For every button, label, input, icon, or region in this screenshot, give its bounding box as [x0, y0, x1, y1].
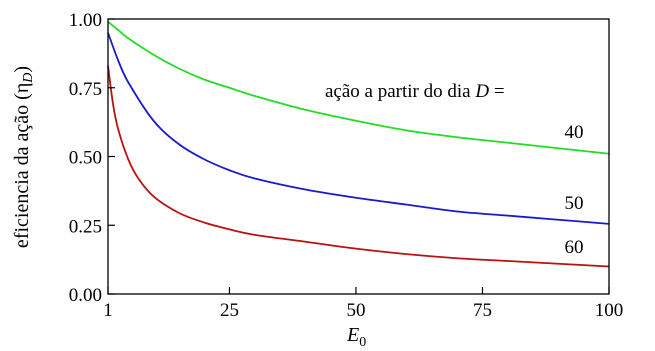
annotation-var: D	[474, 81, 489, 102]
annotation-label: ação a partir do dia D =	[325, 81, 505, 102]
plot-series	[107, 21, 610, 268]
y-tick-label: 0.25	[69, 216, 102, 237]
x-axis-title-sub: 0	[359, 335, 366, 350]
y-axis-title-close: )	[11, 66, 33, 73]
y-axis-title: eficiencia da ação (ηD)	[11, 66, 36, 248]
plot-frame	[107, 18, 610, 295]
series-label-60: 60	[565, 237, 584, 258]
series-line-40	[107, 21, 610, 155]
y-axis-title-main: eficiencia da ação (η	[11, 83, 33, 248]
series-labels: 40 50 60	[565, 122, 584, 258]
x-tick-label: 25	[220, 300, 239, 321]
series-label-50: 50	[565, 193, 584, 214]
annotation-suffix: =	[489, 81, 504, 102]
series-line-60	[107, 65, 610, 268]
y-axis-title-sub: D	[21, 73, 36, 84]
x-tick-label: 50	[346, 300, 365, 321]
y-tick-label: 0.00	[69, 285, 102, 306]
y-axis: 0.00 0.25 0.50 0.75 1.00	[69, 10, 115, 306]
x-axis-title-main: E	[346, 324, 359, 346]
x-axis-title: E0	[346, 324, 366, 350]
y-tick-label: 0.75	[69, 79, 102, 100]
y-tick-label: 1.00	[69, 10, 102, 31]
y-tick-label: 0.50	[69, 148, 102, 169]
annotation-prefix: ação a partir do dia	[325, 81, 475, 102]
x-tick-label: 1	[103, 300, 113, 321]
x-axis: 1 25 50 75 100	[103, 287, 623, 321]
series-label-40: 40	[565, 122, 584, 143]
x-tick-label: 75	[473, 300, 492, 321]
series-line-50	[107, 32, 610, 225]
x-tick-label: 100	[595, 300, 624, 321]
